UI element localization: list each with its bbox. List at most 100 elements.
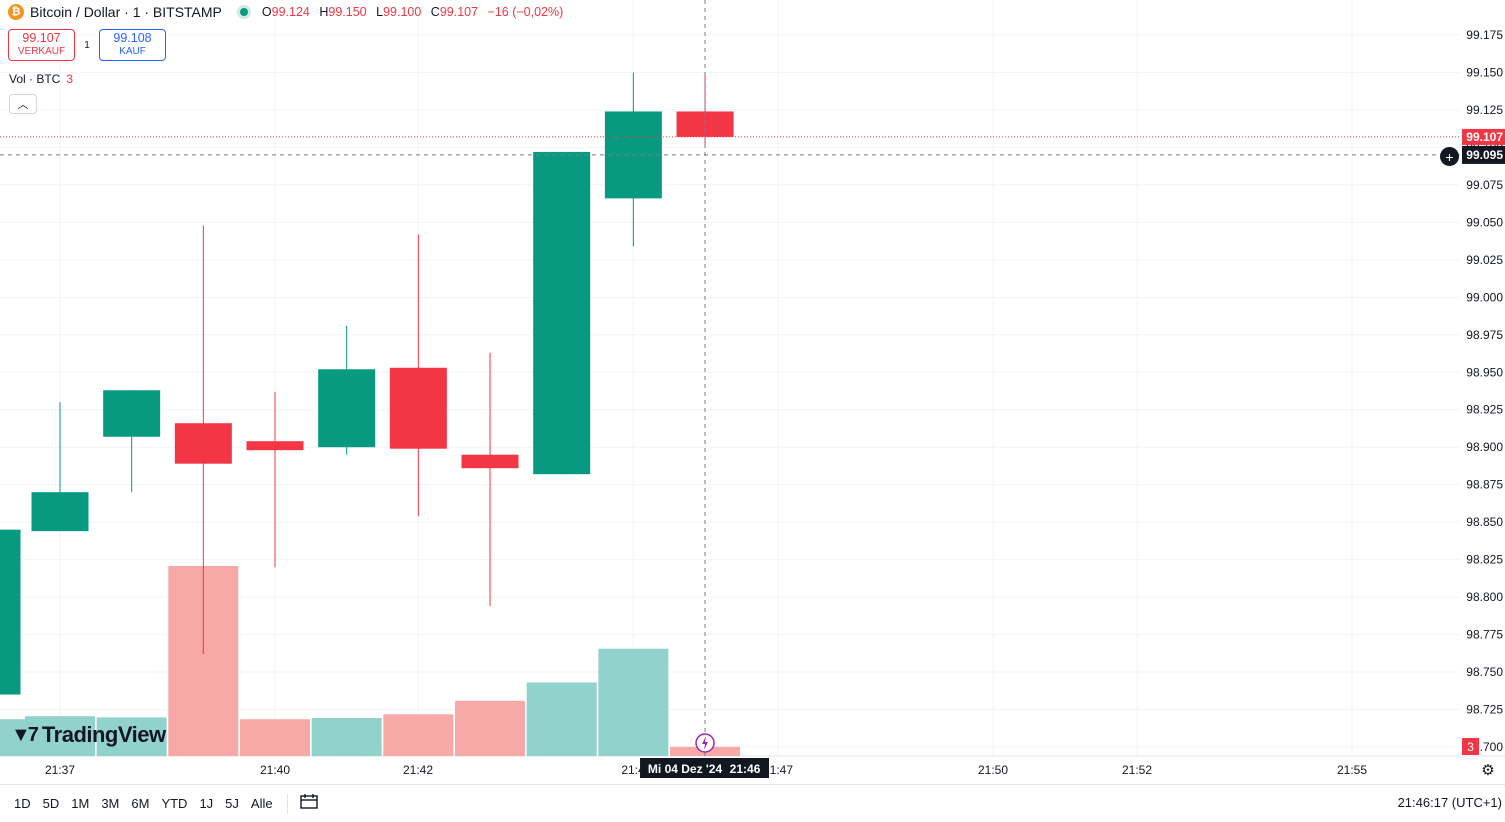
open-label: O	[261, 5, 272, 19]
candlestick-series	[0, 72, 734, 695]
price-tick-label: 99.075	[1466, 178, 1503, 192]
candle-body	[461, 454, 519, 469]
toolbar-divider	[286, 793, 288, 814]
range-button-1j[interactable]: 1J	[199, 796, 214, 811]
close-value: 99.107	[439, 5, 479, 19]
sell-price: 99.107	[22, 31, 61, 45]
tradingview-logo-icon: ▼7	[11, 723, 39, 746]
crosshair-time-badge	[640, 758, 770, 778]
volume-legend-value: 3	[66, 72, 74, 86]
volume-bar	[598, 648, 669, 756]
volume-bar	[526, 682, 597, 756]
time-tick-label: 21:52	[1122, 763, 1152, 777]
high-label: H	[319, 5, 329, 19]
time-tick-label: 21:47	[763, 763, 793, 777]
time-tick-label: 21:55	[1337, 763, 1367, 777]
add-alert-plus-icon[interactable]: +	[1440, 147, 1459, 166]
candle-body	[174, 423, 232, 464]
timezone-clock[interactable]: 21:46:17 (UTC+1)	[1397, 795, 1502, 810]
crosshair-date-label: Mi 04 Dez '24	[648, 762, 723, 776]
time-tick-label: 21:40	[260, 763, 290, 777]
price-axis[interactable]: 99.17599.15099.12599.10099.07599.05099.0…	[1462, 28, 1505, 755]
event-lightning-glyph	[702, 736, 709, 750]
tradingview-logo[interactable]: ▼7 TradingView	[11, 722, 166, 748]
volume-bar	[455, 700, 526, 756]
volume-legend[interactable]: Vol · BTC 3	[9, 72, 73, 86]
low-value: 99.100	[383, 5, 422, 19]
chart-grid	[0, 0, 1505, 757]
tradingview-logo-text: TradingView	[41, 722, 166, 747]
collapse-legend-button[interactable]: ︿	[9, 94, 37, 114]
price-tick-label: 99.000	[1466, 290, 1503, 304]
price-tick-label: 98.875	[1466, 478, 1503, 492]
price-tick-label: 98.825	[1466, 553, 1503, 567]
time-tick-label: 21:4	[621, 763, 645, 777]
candle-body	[318, 369, 376, 448]
price-lines	[0, 0, 1460, 756]
time-tick-label: 21:42	[403, 763, 433, 777]
ohlc-values: O99.124 H99.150 L99.100 C99.107 −16 (−0,…	[262, 5, 569, 19]
high-value: 99.150	[328, 5, 367, 19]
date-range-selector: 1D 5D 1M 3M 6M YTD 1J 5J Alle	[8, 796, 279, 811]
price-tick-label: 98.850	[1466, 515, 1503, 529]
volume-bar	[96, 717, 167, 756]
buy-sell-panel: 99.107 VERKAUF 1 99.108 KAUF	[8, 29, 166, 61]
price-tick-label: 98.750	[1466, 665, 1503, 679]
last-price-label: 99.107	[1466, 130, 1503, 144]
bitcoin-icon: ₿	[8, 4, 24, 20]
price-tick-label: 98.800	[1466, 590, 1503, 604]
change-value: −16 (−0,02%)	[487, 5, 564, 19]
crosshair-time-label: 21:46	[730, 762, 761, 776]
volume-value-label: 3	[1467, 740, 1474, 754]
time-tick-label: 21:50	[978, 763, 1008, 777]
price-tick-label: 99.025	[1466, 253, 1503, 267]
candle-body	[246, 441, 304, 451]
range-button-ytd[interactable]: YTD	[161, 796, 188, 811]
bottom-toolbar: 1D 5D 1M 3M 6M YTD 1J 5J Alle 21:46:17 (…	[0, 784, 1505, 822]
price-tick-label: 98.775	[1466, 628, 1503, 642]
market-open-status-icon[interactable]	[239, 8, 248, 16]
candle-body	[533, 151, 591, 475]
calendar-icon[interactable]	[299, 793, 318, 814]
symbol-legend: ₿ Bitcoin / Dollar · 1 · BITSTAMP O99.12…	[8, 4, 569, 20]
low-label: L	[376, 5, 384, 19]
candle-body	[103, 390, 161, 437]
range-button-1m[interactable]: 1M	[71, 796, 90, 811]
spread-value: 1	[84, 39, 90, 51]
price-tick-label: 99.050	[1466, 215, 1503, 229]
price-tick-label: 98.900	[1466, 440, 1503, 454]
range-button-1d[interactable]: 1D	[14, 796, 31, 811]
volume-bar	[240, 719, 311, 756]
range-button-5d[interactable]: 5D	[42, 796, 60, 811]
buy-label: KAUF	[119, 46, 146, 57]
sell-button[interactable]: 99.107 VERKAUF	[8, 29, 75, 61]
price-tick-label: 99.150	[1466, 65, 1503, 79]
volume-legend-label: Vol · BTC	[9, 72, 61, 86]
buy-button[interactable]: 99.108 KAUF	[99, 29, 166, 61]
volume-bar	[25, 716, 95, 756]
range-button-5j[interactable]: 5J	[225, 796, 239, 811]
crosshair-price-badge	[1462, 145, 1505, 164]
volume-bar	[311, 718, 382, 756]
price-tick-label: 98.725	[1466, 703, 1503, 717]
price-tick-label: 99.175	[1466, 28, 1503, 42]
chart-settings-gear-icon[interactable]: ⚙	[1481, 762, 1495, 779]
candle-body	[0, 529, 21, 695]
price-tick-label: 98.975	[1466, 328, 1503, 342]
close-label: C	[430, 5, 440, 19]
price-tick-label: 98.925	[1466, 403, 1503, 417]
last-price-badge	[1462, 128, 1505, 145]
time-tick-label: 21:37	[45, 763, 75, 777]
crosshair-price-label: 99.095	[1466, 148, 1503, 162]
symbol-title[interactable]: Bitcoin / Dollar · 1 · BITSTAMP	[30, 4, 222, 20]
range-button-alle[interactable]: Alle	[250, 796, 273, 811]
open-value: 99.124	[271, 5, 310, 19]
time-axis[interactable]: 21:37 21:40 21:42 21:4 21:47 21:50 21:52 21:55 M…	[45, 758, 1367, 778]
price-tick-label: 98.950	[1466, 365, 1503, 379]
range-button-6m[interactable]: 6M	[131, 796, 150, 811]
candle-body	[31, 492, 89, 532]
range-button-3m[interactable]: 3M	[101, 796, 120, 811]
volume-bar	[383, 714, 454, 756]
candle-body	[389, 367, 447, 449]
